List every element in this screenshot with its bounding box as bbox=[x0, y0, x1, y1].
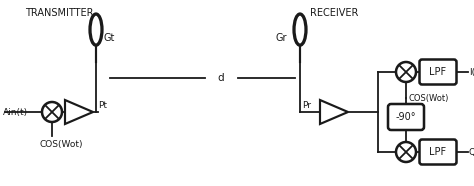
FancyBboxPatch shape bbox=[388, 104, 424, 130]
FancyBboxPatch shape bbox=[419, 140, 456, 164]
Text: I(t): I(t) bbox=[469, 68, 474, 76]
Text: LPF: LPF bbox=[429, 67, 447, 77]
Text: COS(Wot): COS(Wot) bbox=[40, 140, 83, 149]
Text: Q(t): Q(t) bbox=[469, 147, 474, 156]
Text: COS(Wot): COS(Wot) bbox=[409, 94, 449, 103]
Text: Gt: Gt bbox=[104, 33, 115, 43]
Text: LPF: LPF bbox=[429, 147, 447, 157]
Text: Pt: Pt bbox=[98, 101, 107, 110]
Text: d: d bbox=[218, 73, 224, 83]
Text: Pr: Pr bbox=[302, 101, 311, 110]
Text: Ain(t): Ain(t) bbox=[3, 108, 28, 116]
FancyBboxPatch shape bbox=[419, 60, 456, 84]
Text: -90°: -90° bbox=[396, 112, 416, 122]
Text: RECEIVER: RECEIVER bbox=[310, 8, 358, 18]
Text: Gr: Gr bbox=[276, 33, 288, 43]
Text: TRANSMITTER: TRANSMITTER bbox=[25, 8, 93, 18]
